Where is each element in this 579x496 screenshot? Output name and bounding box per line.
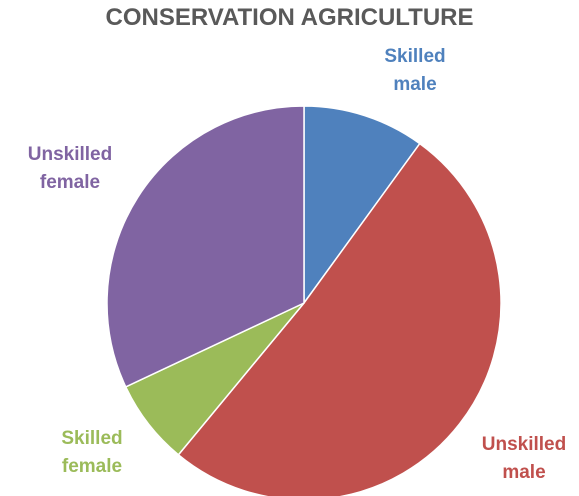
- slice-label-unskilled-male: Unskilled male: [482, 434, 566, 483]
- slice-label-skilled-female: Skilled female: [61, 428, 122, 477]
- pie-slice-skilled-male: [303, 105, 421, 306]
- slice-label-line: Unskilled: [28, 144, 112, 165]
- chart-title: CONSERVATION AGRICULTURE: [105, 4, 474, 31]
- slice-label-line: Skilled: [384, 46, 445, 67]
- slice-label-line: female: [40, 172, 100, 193]
- pie-slice-unskilled-female: [106, 105, 305, 388]
- slice-label-line: Unskilled: [482, 434, 566, 455]
- slice-label-line: male: [393, 74, 436, 95]
- slice-label-line: male: [502, 462, 545, 483]
- pie-slices: [106, 105, 502, 496]
- slice-label-line: Skilled: [61, 428, 122, 449]
- pie-slice-unskilled-male: [177, 142, 502, 496]
- slice-label-line: female: [62, 456, 122, 477]
- slice-label-skilled-male: Skilled male: [384, 46, 445, 95]
- slice-label-unskilled-female: Unskilled female: [28, 144, 112, 193]
